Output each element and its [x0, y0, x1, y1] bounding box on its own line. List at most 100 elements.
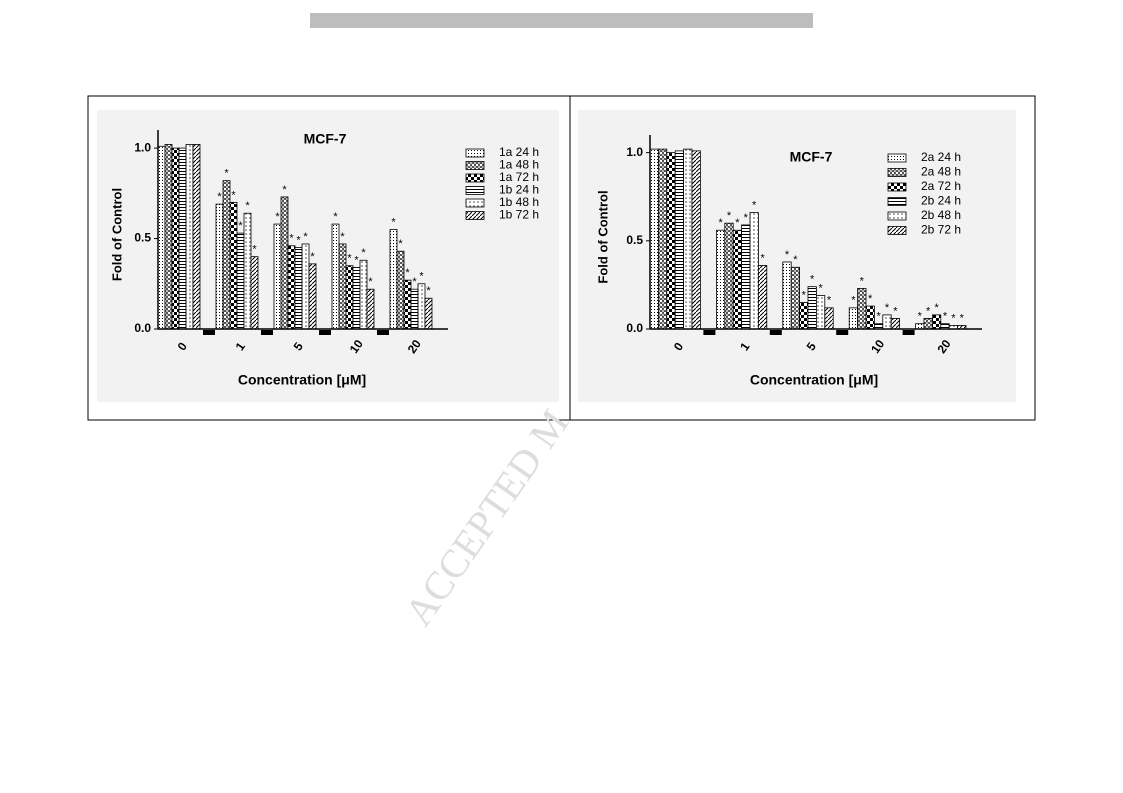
significance-marker: *: [827, 295, 832, 307]
significance-marker: *: [340, 231, 345, 243]
significance-marker: *: [303, 231, 308, 243]
legend-label: 1b 48 h: [499, 195, 539, 209]
bar: [410, 288, 419, 330]
bar: [807, 286, 817, 330]
bar: [338, 243, 347, 330]
bar: [417, 283, 426, 330]
significance-marker: *: [802, 289, 807, 301]
y-tick-label: 0.0: [626, 321, 643, 335]
legend-label: 2a 48 h: [921, 165, 961, 179]
legend-label: 1a 48 h: [499, 158, 539, 172]
legend-label: 2b 48 h: [921, 208, 961, 222]
bar: [932, 314, 942, 330]
significance-marker: *: [727, 210, 732, 222]
bar: [724, 222, 734, 330]
bar: [882, 314, 892, 330]
significance-marker: *: [885, 302, 890, 314]
legend-swatch: [465, 148, 485, 158]
significance-marker: *: [860, 275, 865, 287]
bar: [824, 307, 834, 330]
header-bar: [310, 13, 813, 28]
bar: [857, 288, 867, 330]
significance-marker: *: [818, 282, 823, 294]
y-tick-label: 0.5: [134, 231, 151, 245]
bar: [716, 229, 726, 330]
legend-swatch: [465, 186, 485, 195]
significance-marker: *: [289, 233, 294, 245]
significance-marker: *: [296, 234, 301, 246]
significance-marker: *: [310, 251, 315, 263]
y-axis-label: Fold of Control: [109, 188, 124, 281]
y-tick-label: 0.5: [626, 233, 643, 247]
significance-marker: *: [851, 295, 856, 307]
significance-marker: *: [275, 211, 280, 223]
significance-marker: *: [868, 293, 873, 305]
significance-marker: *: [405, 267, 410, 279]
legend-swatch: [887, 211, 907, 221]
legend-label: 2a 72 h: [921, 179, 961, 193]
chart-title: MCF-7: [304, 131, 347, 147]
bar: [250, 256, 259, 330]
bar: [732, 229, 743, 330]
legend-swatch: [887, 226, 907, 235]
axis-break: [703, 330, 716, 335]
significance-marker: *: [398, 238, 403, 250]
bar: [366, 288, 375, 330]
significance-marker: *: [951, 312, 956, 324]
bar: [301, 243, 310, 330]
significance-marker: *: [426, 285, 431, 297]
bar: [331, 223, 340, 330]
bar: [915, 323, 925, 330]
significance-marker: *: [926, 305, 931, 317]
axis-break: [203, 330, 215, 335]
bar: [683, 148, 693, 330]
legend-label: 2a 24 h: [921, 150, 961, 164]
axis-break: [261, 330, 273, 335]
bar: [782, 261, 792, 330]
significance-marker: *: [238, 220, 243, 232]
significance-marker: *: [419, 271, 424, 283]
legend-label: 2b 72 h: [921, 223, 961, 237]
legend-swatch: [465, 198, 485, 208]
significance-marker: *: [231, 189, 236, 201]
bar: [874, 323, 884, 330]
bar: [396, 250, 405, 330]
legend-label: 1a 72 h: [499, 170, 539, 184]
bar: [229, 201, 238, 330]
legend-swatch: [887, 197, 907, 206]
significance-marker: *: [934, 302, 939, 314]
axis-break: [902, 330, 915, 335]
axis-break: [377, 330, 389, 335]
significance-marker: *: [744, 212, 749, 224]
x-axis-label: Concentration [μM]: [750, 372, 878, 388]
x-axis-label: Concentration [μM]: [238, 372, 366, 388]
bar: [741, 224, 751, 330]
significance-marker: *: [361, 247, 366, 259]
legend-swatch: [465, 211, 485, 220]
bar: [658, 148, 668, 330]
bar: [389, 229, 398, 330]
bar: [280, 196, 289, 330]
bar: [308, 263, 317, 330]
bar: [157, 145, 166, 330]
significance-marker: *: [810, 274, 815, 286]
significance-marker: *: [252, 244, 257, 256]
significance-marker: *: [960, 312, 965, 324]
significance-marker: *: [735, 217, 740, 229]
watermark: ACCEPTED M: [396, 401, 578, 633]
bar: [649, 148, 659, 330]
bar: [940, 323, 950, 330]
legend-label: 1b 72 h: [499, 208, 539, 222]
significance-marker: *: [354, 254, 359, 266]
bar: [192, 144, 201, 330]
bar: [273, 223, 282, 330]
y-tick-label: 1.0: [134, 140, 151, 154]
bar: [164, 144, 173, 330]
legend-swatch: [465, 173, 485, 183]
bar: [345, 265, 354, 330]
significance-marker: *: [333, 211, 338, 223]
bar: [890, 318, 901, 330]
significance-marker: *: [793, 254, 798, 266]
significance-marker: *: [412, 276, 417, 288]
significance-marker: *: [760, 252, 765, 264]
